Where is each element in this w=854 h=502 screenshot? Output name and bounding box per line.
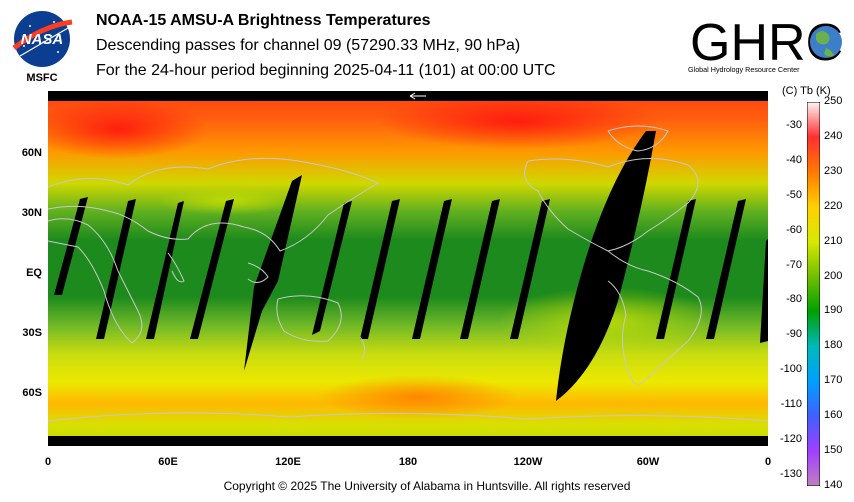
- nasa-logo-text: NASA: [21, 31, 64, 48]
- colorbar-kelvin-label: 150: [824, 444, 843, 457]
- colorbar-kelvin-label: 220: [824, 199, 843, 212]
- colorbar-kelvin-label: 140: [824, 479, 843, 491]
- colorbar-celsius-label: -100: [780, 363, 803, 376]
- lat-label-eq: EQ: [26, 267, 42, 279]
- colorbar: [806, 101, 821, 487]
- colorbar-celsius-label: -90: [786, 328, 802, 341]
- colorbar-celsius-label: -60: [786, 223, 802, 236]
- colorbar-celsius-label: -80: [786, 293, 802, 306]
- colorbar-celsius-label: -30: [786, 118, 802, 131]
- colorbar-celsius-label: -130: [780, 468, 803, 480]
- colorbar-celsius-label: -50: [786, 188, 802, 201]
- colorbar-celsius-label: -110: [780, 398, 802, 411]
- ghrc-logo-subtext: Global Hydrology Resource Center: [688, 65, 800, 74]
- colorbar-celsius-label: -40: [786, 153, 802, 166]
- colorbar-kelvin-label: 200: [824, 269, 843, 282]
- lat-label-30s: 30S: [22, 327, 42, 339]
- page-title: NOAA-15 AMSU-A Brightness Temperatures: [96, 12, 431, 29]
- colorbar-kelvin-label: 160: [824, 409, 843, 422]
- brightness-temperature-map: [28, 91, 769, 453]
- colorbar-kelvin-label: 210: [824, 234, 843, 247]
- lon-label-180: 180: [398, 456, 418, 468]
- colorbar-kelvin-label: 230: [824, 164, 843, 177]
- page-subtitle: Descending passes for channel 09 (57290.…: [96, 37, 521, 54]
- lon-label-60w: 60W: [636, 456, 660, 468]
- colorbar-kelvin-label: 180: [824, 339, 843, 352]
- lon-label-0: 0: [44, 456, 52, 468]
- colorbar-kelvin-label: 240: [824, 129, 843, 142]
- period-text: For the 24-hour period beginning 2025-04…: [96, 62, 556, 79]
- lat-label-60s: 60S: [22, 387, 42, 399]
- lon-label-120w: 120W: [513, 456, 543, 468]
- colorbar-kelvin-label: 190: [824, 304, 843, 317]
- lat-label-60n: 60N: [21, 147, 42, 159]
- colorbar-celsius-label: -120: [780, 433, 803, 446]
- nasa-logo: NASA MSFC: [10, 8, 74, 84]
- colorbar-header: (C) Tb (K): [782, 85, 831, 97]
- colorbar-kelvin-label: 170: [824, 374, 843, 387]
- lon-label-120e: 120E: [275, 456, 301, 468]
- msfc-logo-text: MSFC: [26, 72, 57, 84]
- ghrc-logo: GHRC Global Hydrology Resource Center: [688, 8, 846, 76]
- lat-label-30n: 30N: [21, 207, 42, 219]
- copyright-text: Copyright © 2025 The University of Alaba…: [223, 479, 631, 493]
- colorbar-kelvin-label: 250: [824, 95, 843, 107]
- lon-label-0-right: 0: [764, 456, 772, 468]
- lon-label-60e: 60E: [158, 456, 178, 468]
- colorbar-celsius-label: -70: [786, 258, 802, 271]
